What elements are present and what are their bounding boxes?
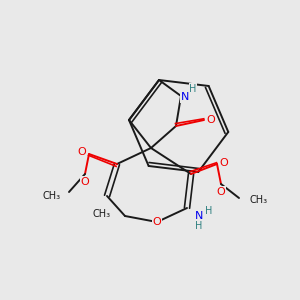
Text: CH₃: CH₃ bbox=[249, 195, 267, 205]
Text: H: H bbox=[189, 84, 197, 94]
Text: O: O bbox=[207, 115, 215, 125]
Text: O: O bbox=[220, 158, 228, 168]
Text: CH₃: CH₃ bbox=[93, 209, 111, 219]
Text: H: H bbox=[205, 206, 213, 216]
Text: N: N bbox=[181, 92, 189, 102]
Text: H: H bbox=[195, 221, 203, 231]
Text: N: N bbox=[195, 211, 203, 221]
Text: O: O bbox=[217, 187, 225, 197]
Text: O: O bbox=[153, 217, 161, 227]
Text: CH₃: CH₃ bbox=[43, 191, 61, 201]
Text: O: O bbox=[81, 177, 89, 187]
Text: O: O bbox=[78, 147, 86, 157]
